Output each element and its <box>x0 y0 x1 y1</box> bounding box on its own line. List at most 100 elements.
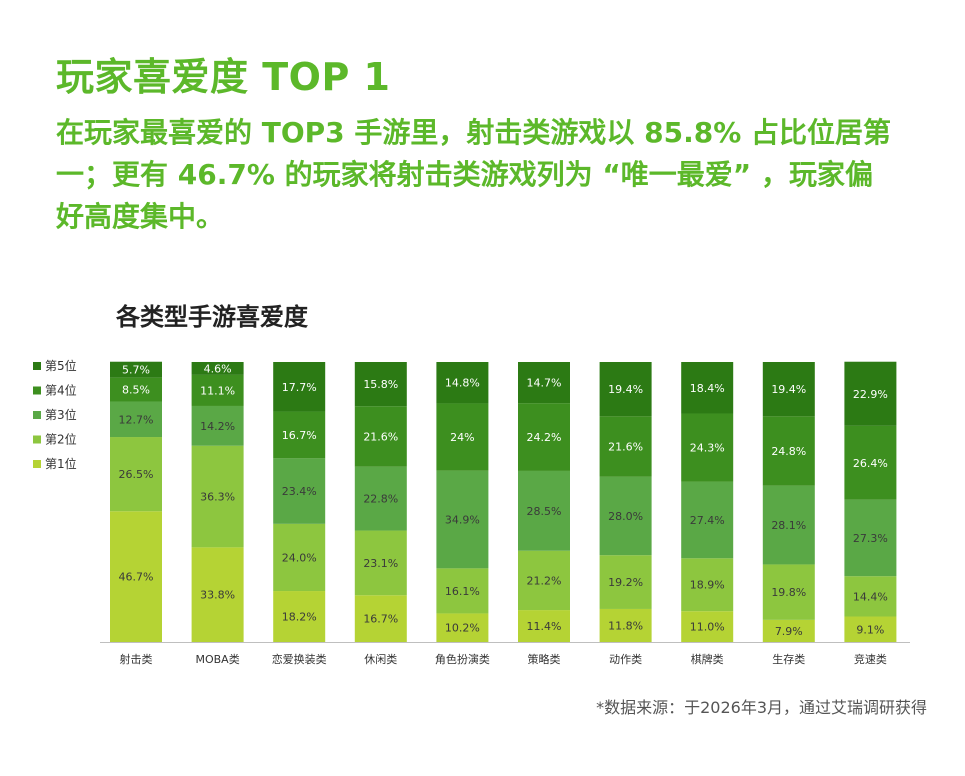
data-label: 14.2% <box>200 420 235 433</box>
data-label: 22.8% <box>363 493 398 506</box>
bar-segment-3 <box>273 458 326 524</box>
data-label: 8.5% <box>122 384 150 397</box>
data-label: 10.2% <box>445 622 480 635</box>
x-tick-label: 角色扮演类 <box>435 652 490 666</box>
x-tick-label: 动作类 <box>609 652 642 666</box>
bar-segment-1 <box>681 611 734 642</box>
bar-segment-4 <box>599 416 652 477</box>
data-label: 24.8% <box>771 445 806 458</box>
bar-segment-4 <box>191 374 244 406</box>
data-label: 36.3% <box>200 491 235 504</box>
data-label: 24.0% <box>282 551 317 564</box>
data-label: 28.1% <box>771 519 806 532</box>
data-label: 19.8% <box>771 586 806 599</box>
bar-segment-1 <box>273 591 326 642</box>
bar-segment-4 <box>681 413 734 482</box>
data-label: 19.2% <box>608 576 643 589</box>
data-label: 18.4% <box>690 382 725 395</box>
data-label: 23.4% <box>282 485 317 498</box>
data-label: 15.8% <box>363 378 398 391</box>
data-label: 23.1% <box>363 557 398 570</box>
bar-segment-5 <box>762 362 815 417</box>
bar-segment-5 <box>191 362 244 375</box>
data-label: 24% <box>450 431 474 444</box>
bar-segment-1 <box>436 613 489 642</box>
bar-segment-2 <box>681 558 734 612</box>
x-tick-label: 休闲类 <box>364 652 397 666</box>
data-label: 9.1% <box>856 623 884 636</box>
legend-label: 第5位 <box>45 358 77 373</box>
data-label: 26.4% <box>853 457 888 470</box>
bar-segment-5 <box>436 362 489 404</box>
bar-segment-3 <box>191 405 244 446</box>
bar-segment-2 <box>436 568 489 614</box>
x-tick-label: 恋爱换装类 <box>272 652 327 666</box>
legend-label: 第4位 <box>45 383 77 398</box>
x-tick-label: 生存类 <box>772 652 805 666</box>
legend-swatch <box>33 386 41 395</box>
data-label: 11.8% <box>608 619 643 632</box>
data-label: 33.8% <box>200 589 235 602</box>
bar-segment-4 <box>844 425 897 500</box>
data-label: 34.9% <box>445 514 480 527</box>
data-label: 21.2% <box>527 574 562 587</box>
data-label: 27.3% <box>853 532 888 545</box>
data-label: 24.2% <box>527 431 562 444</box>
data-label: 14.4% <box>853 590 888 603</box>
bar-segment-2 <box>191 445 244 548</box>
data-label: 14.7% <box>527 377 562 390</box>
bar-segment-1 <box>844 616 897 642</box>
bar-segment-2 <box>273 523 326 592</box>
bar-segment-1 <box>599 608 652 642</box>
bar-segment-1 <box>191 547 244 642</box>
data-label: 7.9% <box>775 625 803 638</box>
bar-segment-2 <box>762 564 815 620</box>
data-label: 28.5% <box>527 505 562 518</box>
stacked-bar-chart: 46.7% 26.5% 12.7% 8.5% 5.7% 射击类 33.8% 36.3% 14.2… <box>33 358 910 666</box>
page-title: 玩家喜爱度 TOP 1 <box>56 55 391 99</box>
legend-label: 第3位 <box>45 407 77 422</box>
bar-segment-3 <box>844 499 897 577</box>
x-tick-label: MOBA类 <box>195 652 239 666</box>
legend-swatch <box>33 460 41 468</box>
bar-segment-1 <box>110 511 162 642</box>
x-tick-label: 竞速类 <box>854 652 887 666</box>
data-label: 18.2% <box>282 611 317 624</box>
data-label: 11.4% <box>527 620 562 633</box>
data-label: 11.0% <box>690 621 725 634</box>
data-label: 24.3% <box>690 442 725 455</box>
bar-segment-5 <box>518 362 570 404</box>
data-label: 4.6% <box>204 362 232 375</box>
bar-segment-2 <box>599 555 652 609</box>
bar-segment-3 <box>518 470 570 551</box>
data-label: 28.0% <box>608 510 643 523</box>
bar-segment-1 <box>762 619 815 642</box>
legend-swatch <box>33 362 41 370</box>
bar-segment-3 <box>436 470 489 569</box>
bar-segment-3 <box>354 466 407 531</box>
bar-segment-4 <box>762 416 815 486</box>
bar-segment-4 <box>436 403 489 471</box>
data-label: 5.7% <box>122 364 150 377</box>
bar-segment-4 <box>518 403 570 471</box>
data-label: 19.4% <box>608 383 643 396</box>
chart-title: 各类型手游喜爱度 <box>116 303 308 331</box>
data-label: 27.4% <box>690 514 725 527</box>
data-label: 11.1% <box>200 384 235 397</box>
bar-segment-5 <box>354 362 407 407</box>
data-label: 26.5% <box>119 468 154 481</box>
data-label: 18.9% <box>690 579 725 592</box>
legend-swatch <box>33 435 41 444</box>
data-label: 16.1% <box>445 585 480 598</box>
bar-segment-3 <box>110 401 162 438</box>
data-label: 21.6% <box>363 430 398 443</box>
bar-segment-3 <box>681 481 734 559</box>
data-label: 16.7% <box>282 429 317 442</box>
summary-text: 在玩家最喜爱的 TOP3 手游里，射击类游戏以 85.8% 占比位居第一；更有 … <box>56 116 892 233</box>
bar-segment-2 <box>110 437 162 512</box>
legend-label: 第2位 <box>45 432 77 447</box>
bar-segment-3 <box>762 485 815 565</box>
x-tick-label: 棋牌类 <box>691 652 724 666</box>
legend-swatch <box>33 411 41 419</box>
bar-segment-4 <box>110 377 162 402</box>
